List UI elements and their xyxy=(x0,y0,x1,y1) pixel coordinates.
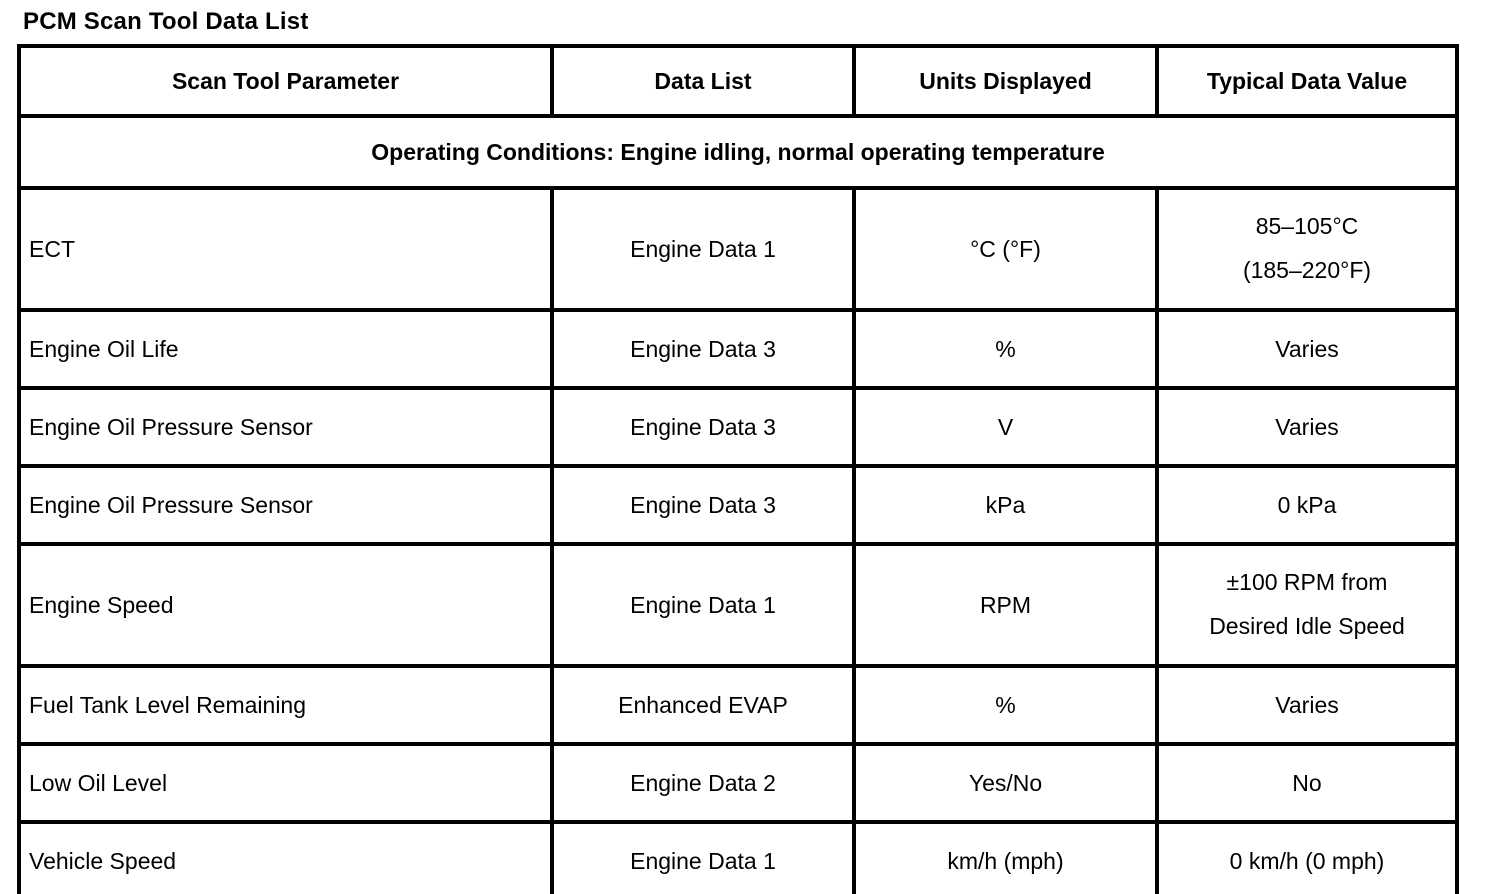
cell-data-list: Engine Data 2 xyxy=(550,742,856,824)
cell-value-line: Desired Idle Speed xyxy=(1209,613,1405,639)
cell-units: °C (°F) xyxy=(852,186,1159,312)
cell-units: % xyxy=(852,308,1159,390)
cell-value: ±100 RPM from Desired Idle Speed xyxy=(1155,542,1459,668)
cell-value: 0 km/h (0 mph) xyxy=(1155,820,1459,894)
cell-parameter: Low Oil Level xyxy=(17,742,554,824)
cell-data-list: Engine Data 1 xyxy=(550,186,856,312)
header-cell-data-list: Data List xyxy=(550,44,856,118)
cell-parameter: Engine Speed xyxy=(17,542,554,668)
cell-data-list: Engine Data 3 xyxy=(550,464,856,546)
header-cell-value: Typical Data Value xyxy=(1155,44,1459,118)
cell-units: Yes/No xyxy=(852,742,1159,824)
cell-parameter: Engine Oil Pressure Sensor xyxy=(17,386,554,468)
table-row: Vehicle Speed Engine Data 1 km/h (mph) 0… xyxy=(17,820,1459,894)
cell-units: km/h (mph) xyxy=(852,820,1159,894)
table-row: ECT Engine Data 1 °C (°F) 85–105°C (185–… xyxy=(17,186,1459,312)
page-title: PCM Scan Tool Data List xyxy=(23,8,309,35)
cell-value: No xyxy=(1155,742,1459,824)
cell-parameter: Fuel Tank Level Remaining xyxy=(17,664,554,746)
cell-data-list: Engine Data 1 xyxy=(550,542,856,668)
cell-data-list: Engine Data 3 xyxy=(550,308,856,390)
cell-value: Varies xyxy=(1155,386,1459,468)
table-row: Fuel Tank Level Remaining Enhanced EVAP … xyxy=(17,664,1459,746)
cell-units: RPM xyxy=(852,542,1159,668)
table-row: Engine Speed Engine Data 1 RPM ±100 RPM … xyxy=(17,542,1459,668)
cell-value: Varies xyxy=(1155,664,1459,746)
cell-value: 0 kPa xyxy=(1155,464,1459,546)
cell-value: 85–105°C (185–220°F) xyxy=(1155,186,1459,312)
cell-units: V xyxy=(852,386,1159,468)
scan-tool-data-table: Scan Tool Parameter Data List Units Disp… xyxy=(17,44,1459,894)
table-row: Low Oil Level Engine Data 2 Yes/No No xyxy=(17,742,1459,824)
operating-conditions-text: Operating Conditions: Engine idling, nor… xyxy=(17,114,1459,190)
cell-parameter: ECT xyxy=(17,186,554,312)
cell-parameter: Vehicle Speed xyxy=(17,820,554,894)
header-cell-parameter: Scan Tool Parameter xyxy=(17,44,554,118)
header-cell-units: Units Displayed xyxy=(852,44,1159,118)
cell-value-line: (185–220°F) xyxy=(1242,257,1372,283)
operating-conditions-row: Operating Conditions: Engine idling, nor… xyxy=(17,114,1459,190)
table-row: Engine Oil Pressure Sensor Engine Data 3… xyxy=(17,386,1459,468)
cell-data-list: Engine Data 3 xyxy=(550,386,856,468)
cell-parameter: Engine Oil Pressure Sensor xyxy=(17,464,554,546)
cell-value: Varies xyxy=(1155,308,1459,390)
cell-units: % xyxy=(852,664,1159,746)
table-row: Engine Oil Life Engine Data 3 % Varies xyxy=(17,308,1459,390)
cell-data-list: Engine Data 1 xyxy=(550,820,856,894)
cell-value-line: ±100 RPM from xyxy=(1226,569,1388,596)
table-row: Engine Oil Pressure Sensor Engine Data 3… xyxy=(17,464,1459,546)
cell-units: kPa xyxy=(852,464,1159,546)
cell-value-line: 85–105°C xyxy=(1255,213,1359,240)
cell-data-list: Enhanced EVAP xyxy=(550,664,856,746)
table-header-row: Scan Tool Parameter Data List Units Disp… xyxy=(17,44,1459,118)
cell-parameter: Engine Oil Life xyxy=(17,308,554,390)
